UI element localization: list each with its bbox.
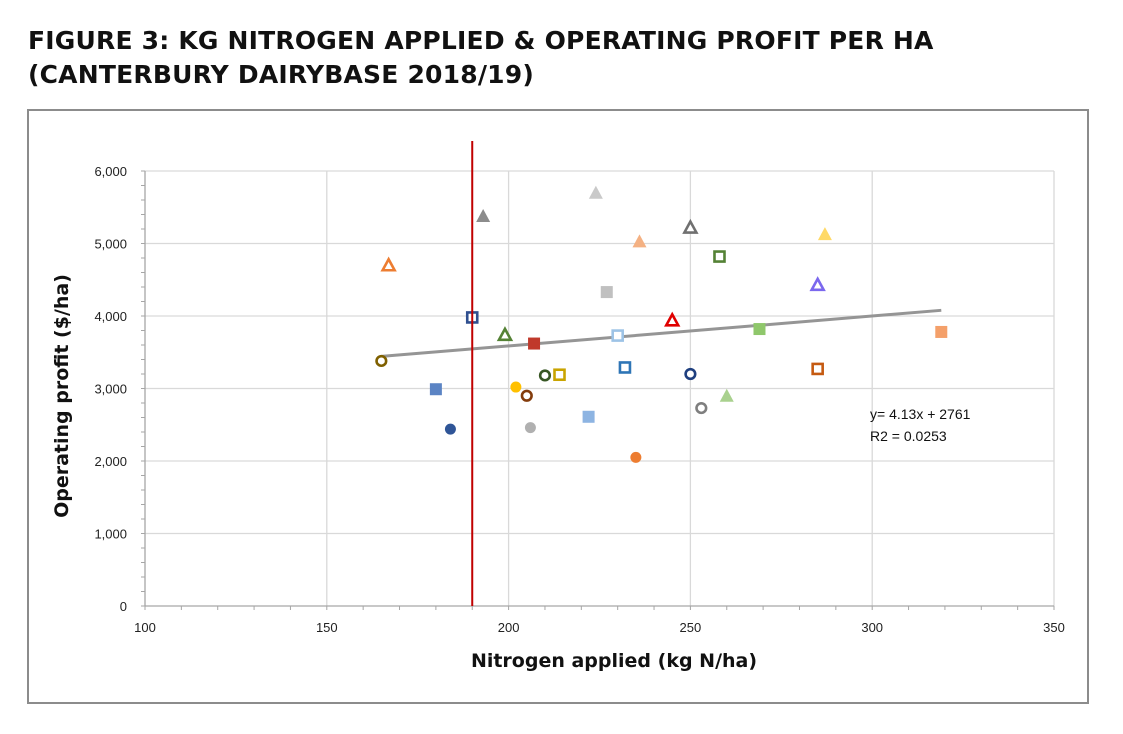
data-point-square: [611, 329, 624, 342]
y-tick-label: 5,000: [94, 237, 127, 252]
x-axis-title: Nitrogen applied (kg N/ha): [471, 650, 757, 672]
y-tick-label: 2,000: [94, 454, 127, 469]
trendline: [381, 308, 942, 358]
y-tick-label: 1,000: [94, 527, 127, 542]
data-point-triangle: [809, 276, 826, 292]
data-points: [375, 185, 948, 463]
data-point-triangle: [476, 208, 491, 222]
data-point-triangle: [682, 218, 699, 234]
data-point-triangle: [496, 326, 514, 342]
data-point-circle: [538, 369, 552, 382]
x-tick-label: 100: [134, 620, 156, 635]
data-point-triangle: [719, 388, 734, 402]
data-point-circle: [684, 367, 697, 381]
data-point-circle: [444, 423, 456, 435]
data-point-square: [935, 325, 948, 338]
y-tick-label: 4,000: [94, 309, 127, 324]
data-point-triangle: [664, 311, 681, 327]
figure-title: FIGURE 3: KG NITROGEN APPLIED & OPERATIN…: [28, 24, 934, 92]
data-point-square: [811, 362, 824, 376]
data-point-circle: [524, 422, 536, 434]
x-tick-label: 250: [680, 620, 702, 635]
scatter-chart: 100 150 200 250 300 350 0 1,000 2,000 3,000 4,000 5…: [51, 141, 1065, 672]
data-point-circle: [695, 401, 708, 415]
x-tick-label: 200: [498, 620, 520, 635]
data-point-circle: [375, 354, 388, 368]
x-tick-label: 150: [316, 620, 338, 635]
data-point-triangle: [632, 234, 647, 248]
data-point-square: [429, 383, 442, 396]
y-tick-label: 0: [120, 599, 127, 614]
grid-lines: [145, 170, 1055, 606]
trendline-group: [381, 308, 942, 358]
trendline-r2: R2 = 0.0253: [870, 428, 947, 444]
data-point-square: [753, 323, 766, 336]
axes: [141, 170, 1055, 610]
data-point-circle: [630, 451, 642, 463]
x-tick-label: 300: [861, 620, 883, 635]
y-tick-label: 6,000: [94, 164, 127, 179]
figure-title-line-1: FIGURE 3: KG NITROGEN APPLIED & OPERATIN…: [28, 26, 934, 55]
chart-frame: 100 150 200 250 300 350 0 1,000 2,000 3,000 4,000 5…: [27, 109, 1089, 704]
data-point-square: [582, 410, 595, 423]
data-point-triangle: [817, 227, 832, 241]
tick-labels: 100 150 200 250 300 350 0 1,000 2,000 3,000 4,000 5…: [94, 164, 1064, 635]
y-axis-title: Operating profit ($/ha): [51, 274, 73, 518]
x-tick-label: 350: [1043, 620, 1065, 635]
data-point-circle: [510, 381, 522, 393]
data-point-square: [600, 286, 613, 299]
data-point-circle: [520, 389, 533, 402]
data-point-square: [553, 368, 566, 382]
data-point-triangle: [380, 256, 397, 272]
data-point-triangle: [588, 185, 603, 199]
trendline-equation: y= 4.13x + 2761: [870, 406, 971, 422]
data-point-square: [713, 250, 726, 263]
data-point-square: [618, 361, 632, 374]
figure-title-line-2: (CANTERBURY DAIRYBASE 2018/19): [28, 60, 534, 89]
data-point-square: [528, 337, 541, 350]
y-tick-label: 3,000: [94, 382, 127, 397]
